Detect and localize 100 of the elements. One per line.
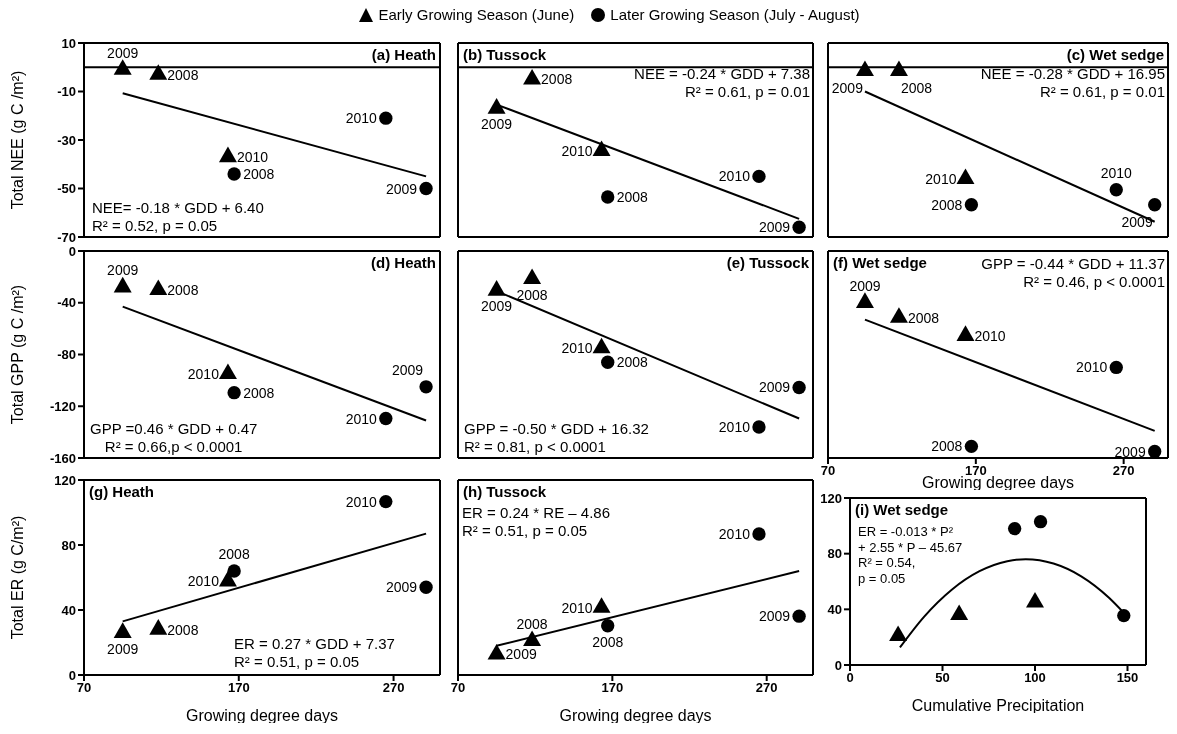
y-tick-label: 0 [68,243,76,259]
annotation: 2008 [167,66,199,83]
chart-title: (g) Heath [89,483,154,500]
y-tick-label: 40 [61,602,76,618]
x-tick-label: 0 [846,670,854,686]
annotation: 2008 [616,354,649,371]
y-tick-label: 0 [834,657,842,673]
annotation: 2009 [391,361,424,378]
annotation: R² = 0.51, p = 0.05 [234,653,361,671]
annotation: 2009 [107,44,139,61]
annotation: 2009 [505,646,537,663]
y-tick-label: -80 [57,347,76,363]
y-tick-label: 10 [61,35,76,51]
annotation: 2008 [931,196,963,213]
annotation: 2010 [718,525,751,542]
annotation: 2009 [758,219,791,236]
x-tick-label: 170 [964,463,987,479]
x-tick-label: 270 [382,680,405,696]
y-tick-label: -70 [57,229,76,245]
annotation: R² = 0.61, p = 0.01 [1038,83,1165,101]
y-tick-label: -30 [57,132,76,148]
annotation: 2010 [925,170,957,187]
annotation: R² = 0.54, [858,555,917,571]
annotation: 2008 [243,384,275,401]
annotation: 2010 [345,493,378,510]
y-tick-label: 80 [61,537,76,553]
annotation: 2009 [1121,213,1153,230]
annotation: ER = -0.013 * P² [858,524,955,540]
y-tick-label: 80 [827,546,842,562]
annotation: 2008 [900,79,933,96]
chart-title: (c) Wet sedge [1066,46,1164,63]
y-axis-title: Total ER (g C/m²) [8,515,26,640]
y-tick-label: -160 [49,450,76,466]
chart-title: (d) Heath [371,254,436,271]
y-tick-label: 40 [827,601,842,617]
annotation: ER = 0.27 * GDD + 7.37 [234,635,395,653]
annotation: 2010 [1076,359,1108,376]
y-tick-label: -40 [57,295,76,311]
annotation: ER = 0.24 * RE – 4.86 [462,504,611,522]
x-tick-label: 150 [1116,670,1139,686]
annotation: 2008 [907,309,940,326]
y-tick-label: -50 [57,181,76,197]
annotation: 2010 [974,327,1006,344]
annotation: 2010 [187,365,220,382]
annotation: 2009 [849,277,881,294]
x-tick-label: 70 [450,680,466,696]
x-tick-label: 50 [935,670,950,686]
x-tick-label: 70 [820,463,836,479]
annotation: 2009 [107,640,139,657]
y-tick-label: 120 [820,490,842,506]
chart-title: (h) Tussock [463,483,547,500]
annotation: R² = 0.52, p = 0.05 [92,217,219,235]
annotation: 2010 [236,148,269,165]
annotation: 2009 [481,298,513,315]
annotation: R² = 0.66,p < 0.0001 [103,438,244,456]
annotation: NEE = -0.28 * GDD + 16.95 [980,65,1165,83]
legend-label: Early Growing Season (June) [378,6,575,23]
x-tick-label: 170 [227,680,250,696]
annotation: 2009 [481,116,513,133]
annotation: 2009 [385,180,418,197]
annotation: 2010 [718,168,751,185]
chart-title: (a) Heath [371,46,436,63]
annotation: 2010 [345,110,378,127]
annotation: 2009 [107,262,139,279]
x-tick-label: 270 [755,680,778,696]
annotation: NEE = -0.24 * GDD + 7.38 [634,65,810,83]
annotation: 2008 [218,546,250,562]
annotation: 2008 [243,165,275,182]
annotation: 2008 [167,621,199,638]
legend-label: Later Growing Season (July - August) [610,6,860,23]
annotation: 2010 [1100,164,1133,181]
annotation: 2008 [931,438,963,455]
annotation: 2010 [187,573,220,590]
annotation: 2009 [1114,443,1146,460]
y-tick-label: 120 [54,472,76,488]
annotation: 2009 [758,608,791,625]
annotation: 2010 [561,142,593,159]
x-tick-label: 270 [1112,463,1135,479]
annotation: 2010 [345,410,378,427]
y-tick-label: -120 [49,398,76,414]
chart-title: (e) Tussock [726,254,809,271]
annotation: 2009 [831,79,864,96]
annotation: GPP = -0.44 * GDD + 11.37 [981,255,1165,273]
annotation: R² = 0.46, p < 0.0001 [1022,273,1165,291]
annotation: 2010 [561,599,593,616]
annotation: R² = 0.61, p = 0.01 [683,83,810,101]
annotation: 2010 [561,340,593,357]
annotation: R² = 0.81, p < 0.0001 [464,438,607,456]
x-tick-label: 70 [76,680,92,696]
annotation: 2008 [592,633,624,650]
annotation: + 2.55 * P – 45.67 [858,539,963,556]
x-tick-label: 170 [601,680,624,696]
annotation: p = 0.05 [858,570,907,587]
annotation: NEE= -0.18 * GDD + 6.40 [92,199,264,217]
annotation: 2008 [516,615,548,632]
x-tick-label: 100 [1024,670,1046,686]
annotation: 2008 [516,286,548,303]
annotation: R² = 0.51, p = 0.05 [462,522,589,540]
annotation: 2010 [718,418,751,435]
chart-title: (f) Wet sedge [833,254,927,271]
